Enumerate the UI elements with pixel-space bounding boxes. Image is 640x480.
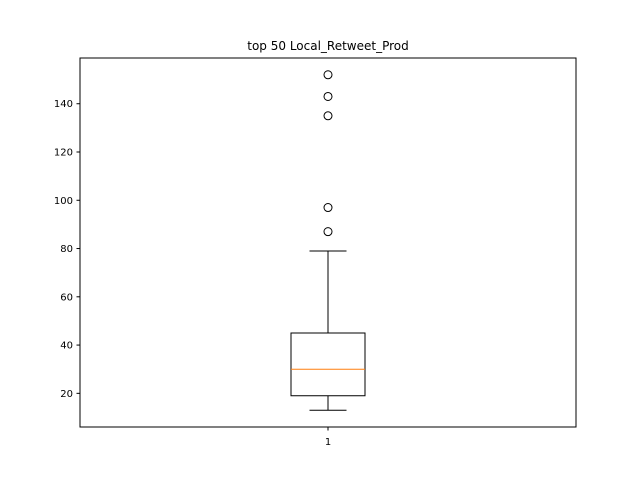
y-tick-label: 60 [60, 292, 73, 303]
outlier-point [323, 111, 333, 121]
x-tick-label: 1 [325, 437, 331, 448]
y-tick-label: 80 [60, 244, 73, 255]
outlier-point [323, 203, 333, 213]
y-tick-label: 100 [54, 196, 73, 207]
y-tick-label: 140 [54, 99, 73, 110]
chart-title: top 50 Local_Retweet_Prod [247, 39, 409, 53]
y-tick-label: 20 [60, 389, 73, 400]
outlier-point [323, 70, 333, 80]
interquartile-box [290, 332, 366, 397]
plot-area: 20 40 60 80 100 120 140 1 [54, 70, 366, 448]
y-tick-label: 120 [54, 147, 73, 158]
plot-frame [79, 57, 577, 428]
outlier-point [323, 91, 333, 101]
outlier-point [323, 227, 333, 237]
y-tick-label: 40 [60, 341, 73, 352]
